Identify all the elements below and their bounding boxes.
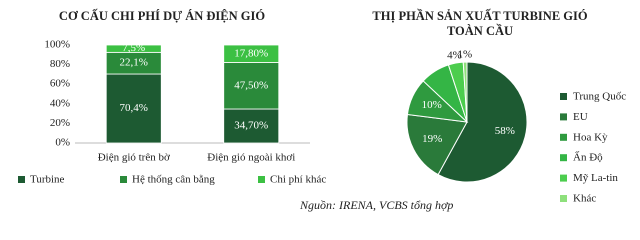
value-label: 4% bbox=[447, 50, 462, 62]
value-label: 22,1% bbox=[120, 57, 148, 69]
bar-segment bbox=[223, 62, 280, 110]
legend-label: Ấn Độ bbox=[573, 151, 603, 164]
value-label: 17,80% bbox=[234, 47, 268, 59]
y-tick-label: 80% bbox=[50, 58, 70, 70]
chart-title: THỊ PHẦN SẢN XUẤT TURBINE GIÓ bbox=[372, 8, 587, 23]
legend-swatch bbox=[18, 176, 25, 183]
chart-title: TOÀN CẦU bbox=[447, 23, 513, 38]
legend-label: Hệ thống cân bằng bbox=[132, 174, 215, 186]
value-label: 34,70% bbox=[234, 120, 268, 132]
bar-segment bbox=[223, 44, 280, 63]
chart-title: CƠ CẤU CHI PHÍ DỰ ÁN ĐIỆN GIÓ bbox=[59, 8, 265, 23]
legend-swatch bbox=[258, 176, 265, 183]
value-label: 47,50% bbox=[234, 79, 268, 91]
legend-swatch bbox=[560, 113, 567, 121]
pie-slice bbox=[462, 61, 468, 123]
value-label: 10% bbox=[422, 99, 442, 111]
value-label: 7,5% bbox=[122, 42, 145, 54]
page: Nguồn: IRENA, VCBS tổng hợp CƠ CẤU CHI P… bbox=[18, 8, 626, 212]
legend-swatch bbox=[560, 93, 567, 100]
y-tick-label: 40% bbox=[50, 97, 70, 109]
legend-swatch bbox=[560, 195, 567, 202]
y-tick-label: 100% bbox=[44, 39, 70, 51]
legend-swatch bbox=[560, 154, 567, 162]
legend-label: Turbine bbox=[30, 174, 65, 186]
x-tick-label: Điện gió ngoài khơi bbox=[207, 152, 295, 164]
value-label: 1% bbox=[458, 48, 473, 60]
legend-swatch bbox=[560, 174, 567, 182]
y-tick-label: 60% bbox=[50, 78, 70, 90]
legend-label: Hoa Kỳ bbox=[573, 131, 608, 143]
pie-slice bbox=[406, 113, 468, 176]
value-label: 70,4% bbox=[120, 102, 148, 114]
value-label: 58% bbox=[495, 125, 515, 137]
y-tick-label: 20% bbox=[50, 117, 70, 129]
legend-label: Chi phí khác bbox=[270, 174, 326, 186]
legend-swatch bbox=[120, 176, 127, 183]
value-label: 19% bbox=[422, 133, 442, 145]
legend-swatch bbox=[560, 133, 567, 141]
source-note: Nguồn: IRENA, VCBS tổng hợp bbox=[299, 198, 453, 212]
legend-label: Mỹ La-tin bbox=[573, 172, 618, 184]
x-tick-label: Điện gió trên bờ bbox=[98, 152, 170, 164]
legend-label: EU bbox=[573, 111, 588, 123]
bar-segment bbox=[105, 73, 162, 144]
legend-label: Khác bbox=[573, 193, 596, 205]
y-tick-label: 0% bbox=[55, 137, 70, 149]
pie-slice bbox=[437, 61, 528, 183]
bar-segment bbox=[105, 44, 162, 53]
legend-label: Trung Quốc bbox=[573, 91, 626, 103]
